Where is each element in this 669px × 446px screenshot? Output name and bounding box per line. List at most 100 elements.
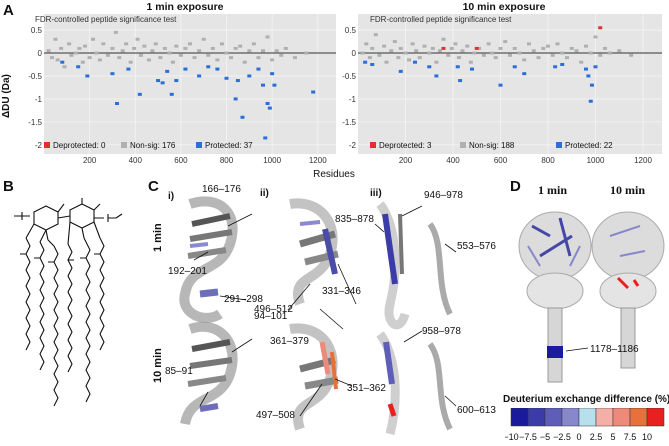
- data-point-nonsig: [83, 44, 88, 48]
- structure-i-10min: [180, 321, 238, 426]
- legend-swatch-protected: [196, 142, 202, 148]
- y-tick-label: -2: [35, 141, 43, 150]
- data-point-nonsig: [91, 37, 96, 41]
- data-point-nonsig: [456, 56, 461, 60]
- x-tick-label: 400: [129, 156, 143, 165]
- data-point-nonsig: [274, 49, 279, 53]
- spike-title-1min: 1 min: [538, 183, 568, 197]
- legend-right-nonsig: Non-sig: 188: [460, 141, 514, 150]
- x-tick-label: 1000: [587, 156, 605, 165]
- data-point-protected: [215, 67, 220, 71]
- data-point-protected: [115, 102, 119, 106]
- data-point-protected: [137, 92, 142, 96]
- data-point-protected: [110, 72, 115, 76]
- annot-497-508: 497–508: [256, 410, 295, 421]
- data-point-nonsig: [560, 51, 565, 55]
- data-point-protected: [169, 92, 174, 96]
- data-point-nonsig: [210, 46, 215, 50]
- data-point-nonsig: [398, 46, 403, 50]
- structure-iii-1min: [376, 201, 453, 330]
- data-point-protected: [588, 99, 593, 103]
- annot-331-346: 331–346: [322, 286, 361, 297]
- annot-291-298: 291–298: [224, 294, 263, 305]
- legend-swatch-nonsig: [460, 142, 466, 148]
- x-tick-label: 600: [494, 156, 508, 165]
- data-point-nonsig: [422, 44, 427, 48]
- data-point-nonsig: [437, 49, 442, 53]
- y-tick-label: 0: [38, 49, 43, 58]
- data-point-nonsig: [73, 51, 78, 55]
- legend-text: Non-sig: 176: [130, 141, 176, 150]
- data-point-protected: [593, 65, 598, 69]
- data-point-protected: [165, 69, 170, 73]
- data-point-nonsig: [546, 44, 550, 48]
- legend-text: Deprotected: 3: [379, 141, 432, 150]
- data-point-nonsig: [178, 53, 183, 57]
- data-point-nonsig: [389, 49, 394, 53]
- data-point-nonsig: [153, 42, 158, 46]
- colorbar-tick-label: 5: [610, 432, 615, 442]
- structure-i-1min: [179, 196, 238, 323]
- data-point-nonsig: [629, 53, 634, 57]
- data-point-nonsig: [503, 40, 508, 44]
- data-point-nonsig: [135, 37, 140, 41]
- colorbar-cell: [578, 408, 597, 427]
- data-point-protected: [174, 79, 179, 83]
- row-label-1min: 1 min: [152, 223, 164, 252]
- annot-496-512: 496–512: [254, 304, 293, 315]
- data-point-nonsig: [158, 56, 163, 60]
- colorbar-cell: [629, 408, 648, 427]
- annot-553-576: 553–576: [457, 241, 496, 252]
- panel-label-c: C: [148, 178, 159, 195]
- data-point-nonsig: [364, 42, 369, 46]
- data-point-nonsig: [87, 56, 92, 60]
- legend-swatch-deprotected: [370, 142, 376, 148]
- data-point-nonsig: [215, 58, 220, 62]
- data-point-nonsig: [427, 51, 432, 55]
- data-point-nonsig: [49, 56, 54, 60]
- legend-left-protected: Protected: 37: [196, 141, 253, 150]
- data-point-nonsig: [283, 46, 288, 50]
- data-point-protected: [470, 67, 474, 71]
- data-point-nonsig: [261, 49, 265, 53]
- data-point-protected: [265, 102, 270, 106]
- data-point-nonsig: [449, 46, 454, 50]
- data-point-protected: [434, 74, 439, 78]
- data-point-protected: [206, 65, 211, 69]
- data-point-protected: [589, 83, 594, 87]
- annot-835-878: 835–878: [335, 214, 374, 225]
- data-point-nonsig: [382, 44, 387, 48]
- structure-ii-10min: [289, 323, 339, 431]
- data-point-nonsig: [162, 46, 167, 50]
- data-point-nonsig: [183, 46, 188, 50]
- chart-left: 200 400 600 800 1000 1200 0.5 0 -0.5 -1 -1.5 -2: [28, 14, 336, 165]
- chart-left-title: 1 min exposure: [146, 1, 224, 13]
- data-point-nonsig: [265, 35, 270, 39]
- data-point-nonsig: [97, 58, 102, 62]
- x-tick-label: 200: [399, 156, 413, 165]
- data-point-nonsig: [53, 37, 58, 41]
- data-point-nonsig: [256, 56, 261, 60]
- data-point-nonsig: [46, 49, 51, 53]
- data-point-protected: [256, 67, 261, 71]
- data-point-nonsig: [588, 51, 593, 55]
- data-point-protected: [160, 81, 165, 85]
- plot-background: [44, 14, 336, 154]
- data-point-protected: [233, 97, 238, 101]
- data-point-nonsig: [460, 49, 465, 53]
- data-point-nonsig: [170, 60, 175, 64]
- chart-right: 200 400 600 800 1000 1200 0.5 0 -0.5 -1 -1.5 -2: [342, 14, 662, 165]
- data-point-nonsig: [446, 53, 451, 57]
- data-point-nonsig: [150, 49, 155, 53]
- data-point-nonsig: [603, 46, 607, 50]
- data-point-nonsig: [472, 51, 477, 55]
- colorbar-cell: [646, 408, 665, 427]
- charts-svg: 200 400 600 800 1000 1200 0.5 0 -0.5 -1 -1.5 -2 200…: [28, 14, 662, 180]
- data-point-nonsig: [584, 44, 588, 48]
- data-point-nonsig: [304, 51, 309, 55]
- data-point-nonsig: [531, 49, 536, 53]
- data-point-protected: [311, 90, 316, 94]
- colorbar-tick-label: −2.5: [553, 432, 571, 442]
- data-point-nonsig: [113, 30, 118, 34]
- data-point-nonsig: [498, 46, 503, 50]
